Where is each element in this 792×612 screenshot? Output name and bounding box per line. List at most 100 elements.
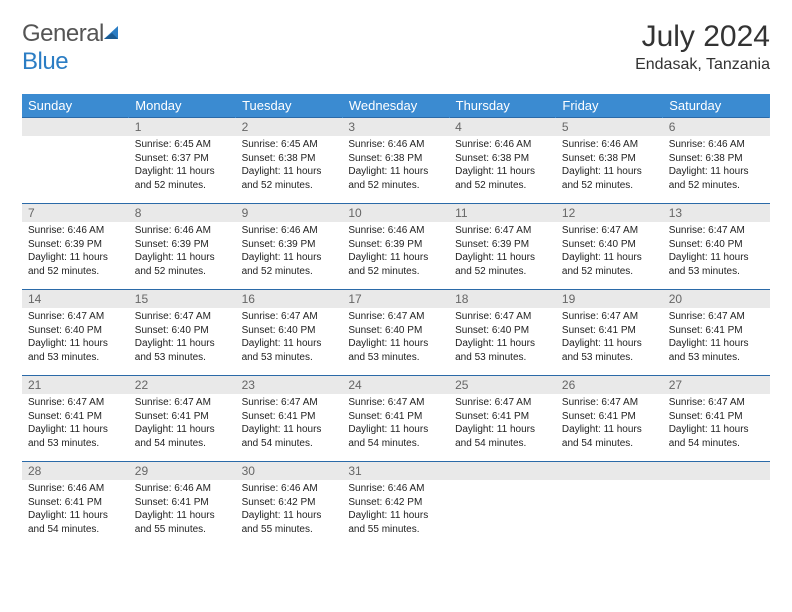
weekday-header: Sunday xyxy=(22,94,129,118)
day-details: Sunrise: 6:47 AMSunset: 6:41 PMDaylight:… xyxy=(342,394,449,454)
daylight-line: Daylight: 11 hours and 54 minutes. xyxy=(242,423,337,450)
day-details: Sunrise: 6:47 AMSunset: 6:40 PMDaylight:… xyxy=(129,308,236,368)
sunset-line: Sunset: 6:37 PM xyxy=(135,152,230,166)
calendar-day-cell xyxy=(22,118,129,204)
sunset-line: Sunset: 6:41 PM xyxy=(669,324,764,338)
sunrise-line: Sunrise: 6:47 AM xyxy=(28,310,123,324)
day-number xyxy=(556,462,663,480)
day-number: 26 xyxy=(556,376,663,394)
sunset-line: Sunset: 6:38 PM xyxy=(669,152,764,166)
day-number: 22 xyxy=(129,376,236,394)
sunrise-line: Sunrise: 6:46 AM xyxy=(562,138,657,152)
daylight-line: Daylight: 11 hours and 55 minutes. xyxy=(242,509,337,536)
sunrise-line: Sunrise: 6:46 AM xyxy=(242,224,337,238)
daylight-line: Daylight: 11 hours and 52 minutes. xyxy=(135,165,230,192)
day-details: Sunrise: 6:47 AMSunset: 6:41 PMDaylight:… xyxy=(663,308,770,368)
sunrise-line: Sunrise: 6:46 AM xyxy=(348,224,443,238)
day-number: 18 xyxy=(449,290,556,308)
daylight-line: Daylight: 11 hours and 53 minutes. xyxy=(135,337,230,364)
day-details: Sunrise: 6:47 AMSunset: 6:41 PMDaylight:… xyxy=(236,394,343,454)
logo-text-gray: General xyxy=(22,20,104,47)
day-details: Sunrise: 6:46 AMSunset: 6:38 PMDaylight:… xyxy=(449,136,556,196)
day-number: 23 xyxy=(236,376,343,394)
calendar-day-cell: 20Sunrise: 6:47 AMSunset: 6:41 PMDayligh… xyxy=(663,290,770,376)
sunrise-line: Sunrise: 6:45 AM xyxy=(242,138,337,152)
sunset-line: Sunset: 6:38 PM xyxy=(562,152,657,166)
daylight-line: Daylight: 11 hours and 52 minutes. xyxy=(348,251,443,278)
day-details: Sunrise: 6:46 AMSunset: 6:38 PMDaylight:… xyxy=(663,136,770,196)
logo-text-blue: Blue xyxy=(22,48,68,75)
calendar-day-cell: 29Sunrise: 6:46 AMSunset: 6:41 PMDayligh… xyxy=(129,462,236,548)
calendar-day-cell: 13Sunrise: 6:47 AMSunset: 6:40 PMDayligh… xyxy=(663,204,770,290)
day-number: 4 xyxy=(449,118,556,136)
sunrise-line: Sunrise: 6:46 AM xyxy=(135,224,230,238)
header: GeneralBlue July 2024 Endasak, Tanzania xyxy=(22,20,770,76)
day-details: Sunrise: 6:47 AMSunset: 6:40 PMDaylight:… xyxy=(556,222,663,282)
calendar-body: 1Sunrise: 6:45 AMSunset: 6:37 PMDaylight… xyxy=(22,118,770,548)
day-number: 24 xyxy=(342,376,449,394)
sunrise-line: Sunrise: 6:47 AM xyxy=(348,310,443,324)
calendar-day-cell: 3Sunrise: 6:46 AMSunset: 6:38 PMDaylight… xyxy=(342,118,449,204)
day-number: 30 xyxy=(236,462,343,480)
calendar-day-cell: 22Sunrise: 6:47 AMSunset: 6:41 PMDayligh… xyxy=(129,376,236,462)
daylight-line: Daylight: 11 hours and 52 minutes. xyxy=(28,251,123,278)
sunset-line: Sunset: 6:41 PM xyxy=(669,410,764,424)
sunset-line: Sunset: 6:38 PM xyxy=(242,152,337,166)
sunset-line: Sunset: 6:40 PM xyxy=(348,324,443,338)
calendar-day-cell: 18Sunrise: 6:47 AMSunset: 6:40 PMDayligh… xyxy=(449,290,556,376)
day-details: Sunrise: 6:47 AMSunset: 6:40 PMDaylight:… xyxy=(342,308,449,368)
day-details: Sunrise: 6:46 AMSunset: 6:38 PMDaylight:… xyxy=(556,136,663,196)
calendar-day-cell: 16Sunrise: 6:47 AMSunset: 6:40 PMDayligh… xyxy=(236,290,343,376)
location-label: Endasak, Tanzania xyxy=(635,56,770,74)
calendar-day-cell: 11Sunrise: 6:47 AMSunset: 6:39 PMDayligh… xyxy=(449,204,556,290)
calendar-day-cell: 2Sunrise: 6:45 AMSunset: 6:38 PMDaylight… xyxy=(236,118,343,204)
daylight-line: Daylight: 11 hours and 52 minutes. xyxy=(562,165,657,192)
day-number: 14 xyxy=(22,290,129,308)
day-number: 25 xyxy=(449,376,556,394)
sunrise-line: Sunrise: 6:47 AM xyxy=(562,310,657,324)
calendar-table: SundayMondayTuesdayWednesdayThursdayFrid… xyxy=(22,94,770,548)
calendar-day-cell xyxy=(449,462,556,548)
day-details: Sunrise: 6:46 AMSunset: 6:39 PMDaylight:… xyxy=(129,222,236,282)
sunset-line: Sunset: 6:41 PM xyxy=(28,410,123,424)
sunset-line: Sunset: 6:39 PM xyxy=(28,238,123,252)
sunrise-line: Sunrise: 6:47 AM xyxy=(669,224,764,238)
day-number: 13 xyxy=(663,204,770,222)
calendar-day-cell: 1Sunrise: 6:45 AMSunset: 6:37 PMDaylight… xyxy=(129,118,236,204)
weekday-header: Saturday xyxy=(663,94,770,118)
calendar-day-cell: 31Sunrise: 6:46 AMSunset: 6:42 PMDayligh… xyxy=(342,462,449,548)
day-number: 16 xyxy=(236,290,343,308)
sunset-line: Sunset: 6:40 PM xyxy=(242,324,337,338)
day-details: Sunrise: 6:47 AMSunset: 6:39 PMDaylight:… xyxy=(449,222,556,282)
day-number: 10 xyxy=(342,204,449,222)
daylight-line: Daylight: 11 hours and 52 minutes. xyxy=(562,251,657,278)
day-number: 12 xyxy=(556,204,663,222)
calendar-day-cell: 19Sunrise: 6:47 AMSunset: 6:41 PMDayligh… xyxy=(556,290,663,376)
sunset-line: Sunset: 6:40 PM xyxy=(669,238,764,252)
day-details: Sunrise: 6:47 AMSunset: 6:41 PMDaylight:… xyxy=(556,308,663,368)
sunset-line: Sunset: 6:38 PM xyxy=(348,152,443,166)
sunset-line: Sunset: 6:40 PM xyxy=(562,238,657,252)
daylight-line: Daylight: 11 hours and 52 minutes. xyxy=(455,251,550,278)
calendar-day-cell: 26Sunrise: 6:47 AMSunset: 6:41 PMDayligh… xyxy=(556,376,663,462)
sunset-line: Sunset: 6:42 PM xyxy=(348,496,443,510)
calendar-day-cell: 15Sunrise: 6:47 AMSunset: 6:40 PMDayligh… xyxy=(129,290,236,376)
calendar-day-cell: 6Sunrise: 6:46 AMSunset: 6:38 PMDaylight… xyxy=(663,118,770,204)
daylight-line: Daylight: 11 hours and 53 minutes. xyxy=(669,337,764,364)
daylight-line: Daylight: 11 hours and 55 minutes. xyxy=(135,509,230,536)
day-number xyxy=(22,118,129,136)
sunrise-line: Sunrise: 6:47 AM xyxy=(455,396,550,410)
sunrise-line: Sunrise: 6:46 AM xyxy=(242,482,337,496)
day-details: Sunrise: 6:47 AMSunset: 6:41 PMDaylight:… xyxy=(449,394,556,454)
calendar-week-row: 7Sunrise: 6:46 AMSunset: 6:39 PMDaylight… xyxy=(22,204,770,290)
sunset-line: Sunset: 6:40 PM xyxy=(455,324,550,338)
sunset-line: Sunset: 6:38 PM xyxy=(455,152,550,166)
day-number: 9 xyxy=(236,204,343,222)
daylight-line: Daylight: 11 hours and 54 minutes. xyxy=(669,423,764,450)
sunrise-line: Sunrise: 6:47 AM xyxy=(242,310,337,324)
day-details: Sunrise: 6:45 AMSunset: 6:37 PMDaylight:… xyxy=(129,136,236,196)
day-number: 27 xyxy=(663,376,770,394)
day-number: 5 xyxy=(556,118,663,136)
calendar-day-cell: 25Sunrise: 6:47 AMSunset: 6:41 PMDayligh… xyxy=(449,376,556,462)
sunset-line: Sunset: 6:40 PM xyxy=(135,324,230,338)
